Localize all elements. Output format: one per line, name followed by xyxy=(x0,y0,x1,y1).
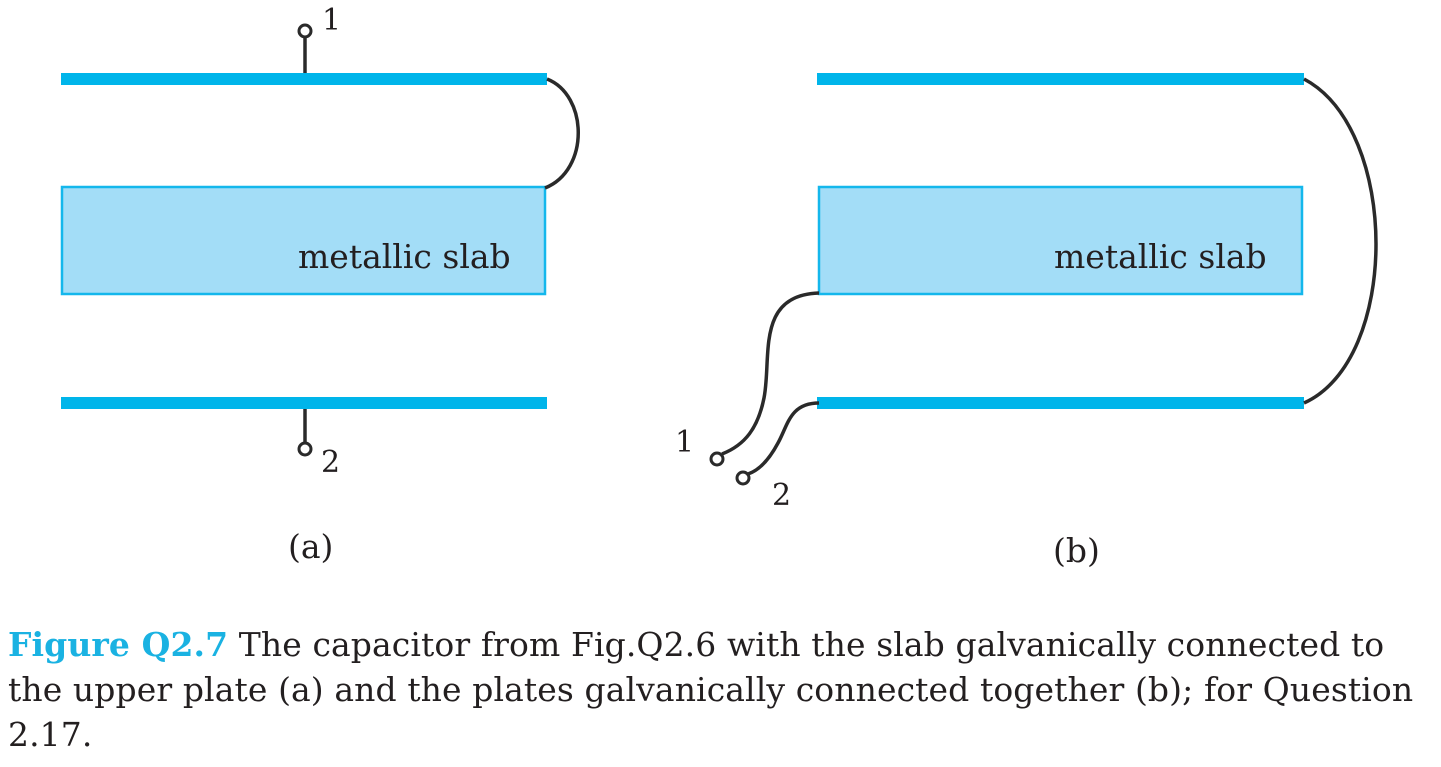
caption-text: The capacitor from Fig.Q2.6 with the sla… xyxy=(8,625,1414,754)
slab-connection-wire-a xyxy=(544,77,580,190)
plate-terminal-wire-b xyxy=(747,401,820,476)
terminal-1-node-b xyxy=(709,451,725,467)
plate-connection-wire-b xyxy=(1303,77,1378,405)
upper-plate-a xyxy=(61,73,547,85)
panel-sublabel-a: (a) xyxy=(288,527,333,566)
capacitor-diagram: 1 2 metallic slab (a) 1 2 metallic slab … xyxy=(60,3,1378,570)
terminal-2-label-b: 2 xyxy=(772,478,791,513)
lower-plate-a xyxy=(61,397,547,409)
metallic-slab-b xyxy=(817,185,1304,296)
panel-a: 1 2 metallic slab (a) xyxy=(60,3,580,566)
slab-label-b: metallic slab xyxy=(1054,237,1267,276)
caption-label: Figure Q2.7 xyxy=(8,625,229,664)
terminal-2-node-b xyxy=(735,470,751,486)
lower-plate-b xyxy=(817,397,1304,409)
panel-sublabel-b: (b) xyxy=(1053,531,1100,570)
figure-caption: Figure Q2.7 The capacitor from Fig.Q2.6 … xyxy=(8,622,1440,757)
terminal-1-label-b: 1 xyxy=(675,425,694,460)
metallic-slab-a xyxy=(60,185,547,296)
slab-label-a: metallic slab xyxy=(298,237,511,276)
upper-plate-b xyxy=(817,73,1304,85)
terminal-1-label-a: 1 xyxy=(322,3,341,38)
terminal-2-label-a: 2 xyxy=(321,445,340,480)
slab-terminal-wire-b xyxy=(721,291,820,456)
panel-b: 1 2 metallic slab (b) xyxy=(675,73,1378,570)
terminal-2-node-a xyxy=(297,441,313,457)
terminal-1-node-a xyxy=(297,23,313,39)
